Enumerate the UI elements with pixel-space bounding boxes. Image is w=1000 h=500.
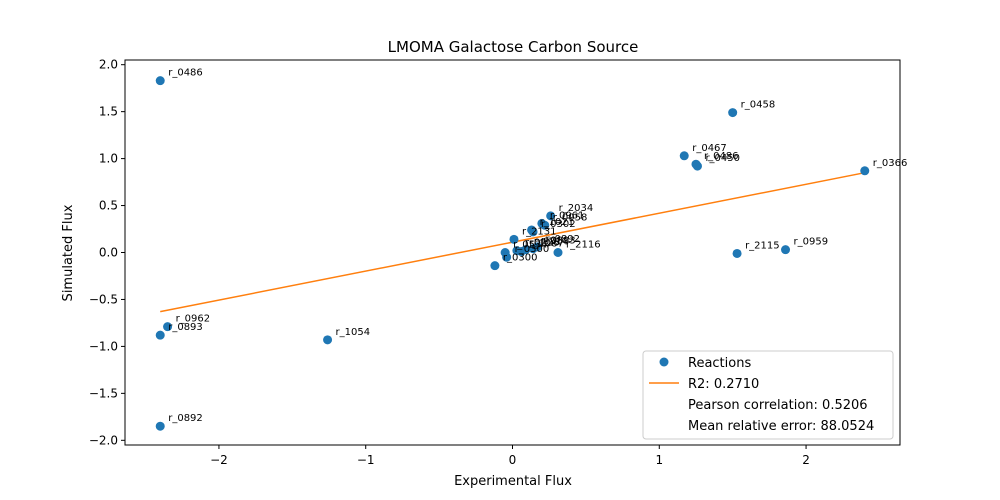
point-label: r_1087 (529, 239, 564, 250)
data-point (323, 335, 333, 345)
legend-entry: Pearson correlation: 0.5206 (688, 398, 868, 413)
point-label: r_0893 (541, 236, 576, 247)
data-point (155, 76, 165, 86)
point-label: r_0961 (550, 210, 585, 221)
point-label: r_0366 (873, 158, 908, 169)
x-tick-label: 1 (655, 453, 663, 467)
data-point (546, 211, 556, 221)
point-label: r_0300 (515, 244, 550, 255)
point-label: r_0892 (545, 234, 580, 245)
data-point (537, 218, 547, 228)
data-point (528, 244, 538, 254)
data-point (732, 248, 742, 258)
point-label: r_0714 (534, 237, 569, 248)
point-label: r_2116 (566, 240, 601, 251)
data-point (679, 151, 689, 161)
legend-entry: R2: 0.2710 (688, 377, 759, 392)
data-point (490, 261, 500, 271)
y-tick-label: −0.5 (89, 292, 118, 306)
point-label: r_0962 (176, 314, 211, 325)
point-label: r_0893 (168, 322, 203, 333)
x-tick-label: −2 (210, 453, 228, 467)
legend: Reactions R2: 0.2710 Pearson correlation: … (642, 350, 894, 440)
point-label: r_1021 (540, 217, 575, 228)
point-label: r_0467 (692, 143, 727, 154)
y-axis-label: Simulated Flux (61, 204, 76, 301)
x-axis-label: Experimental Flux (454, 474, 572, 489)
data-point (155, 421, 165, 431)
point-label: r_0300 (503, 253, 538, 264)
point-label: r_0534 (513, 240, 548, 251)
data-point (781, 245, 791, 255)
data-point (163, 322, 173, 332)
point-label: r_0892 (168, 413, 203, 424)
data-point (553, 248, 563, 257)
legend-point-marker (659, 357, 669, 367)
point-label: r_2131 (522, 226, 557, 237)
y-tick-label: −1.5 (89, 386, 118, 400)
y-tick-label: 0.5 (99, 199, 118, 213)
point-label: r_0486 (704, 151, 739, 162)
legend-entry: Mean relative error: 88.0524 (688, 419, 874, 434)
y-tick-label: 0.0 (99, 246, 118, 260)
data-point (502, 252, 512, 262)
y-tick-label: −2.0 (89, 433, 118, 447)
chart-title: LMOMA Galactose Carbon Source (388, 38, 639, 56)
legend-box (642, 350, 894, 440)
y-tick-label: −1.0 (89, 339, 118, 353)
y-tick-label: 1.0 (99, 152, 118, 166)
point-label: r_0486 (168, 68, 203, 79)
point-label: r_2034 (559, 203, 594, 214)
x-tick-label: 2 (802, 453, 810, 467)
legend-entry: Reactions (688, 356, 751, 371)
x-tick-label: 0 (509, 453, 517, 467)
point-label: r_0226 (525, 238, 560, 249)
data-point (692, 161, 702, 171)
point-label: r_0958 (553, 212, 588, 223)
data-point (528, 227, 538, 237)
point-label: r_0302 (541, 219, 576, 230)
point-label: r_0959 (794, 237, 829, 248)
data-point (728, 108, 738, 118)
y-tick-label: 2.0 (99, 58, 118, 72)
y-tick-label: 1.5 (99, 105, 118, 119)
data-point (516, 247, 526, 257)
data-point (509, 234, 519, 244)
point-label: r_0458 (741, 100, 776, 111)
x-tick-label: −1 (357, 453, 375, 467)
point-label: r_1054 (336, 327, 371, 338)
data-point (860, 166, 870, 176)
data-point (155, 330, 165, 340)
point-label: r_2115 (745, 240, 780, 251)
point-label: r_0450 (705, 153, 740, 164)
